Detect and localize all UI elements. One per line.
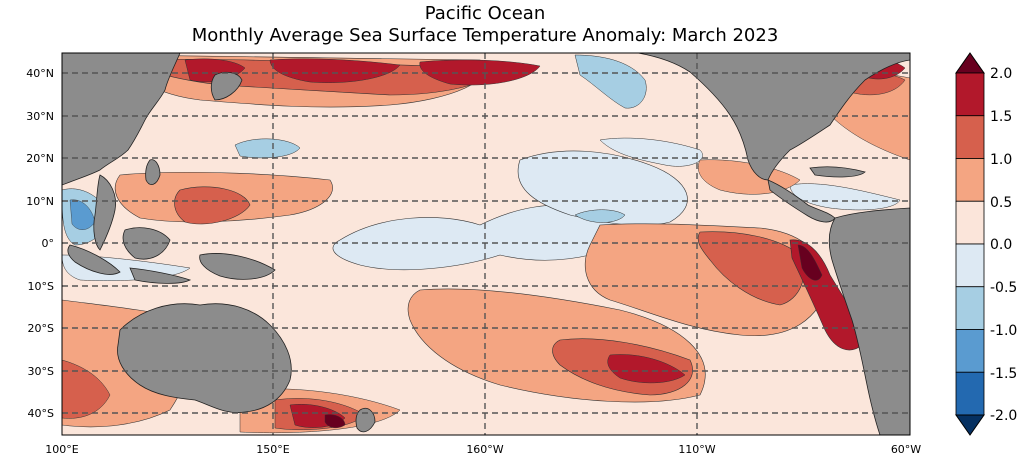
lat-label: 0° [42, 237, 55, 250]
longitude-labels: 100°E 150°E 160°W 110°W 60°W [45, 443, 921, 456]
lat-label: 40°S [28, 407, 54, 420]
lat-label: 40°N [26, 67, 54, 80]
new-guinea-land [199, 253, 276, 280]
australia-land [117, 303, 292, 413]
colorbar-tick-label: 1.5 [990, 109, 1012, 125]
lat-label: 30°S [28, 365, 54, 378]
malay-peninsula-land [93, 174, 117, 251]
graticule [62, 53, 910, 435]
lon-label: 110°W [678, 443, 715, 456]
tasman-extreme-warm [324, 414, 346, 429]
lat-label: 10°S [28, 280, 54, 293]
south-america-land [828, 207, 910, 435]
kuroshio-strong-warm-b [419, 59, 541, 86]
central-cool-core [574, 209, 626, 223]
philippines-land [145, 159, 161, 185]
colorbar-cell [955, 200, 985, 245]
colorbar-cell [955, 286, 985, 330]
colorbar-tick-label: -0.5 [990, 280, 1017, 296]
lon-label: 150°E [256, 443, 289, 456]
colorbar-tick-label: 1.0 [990, 152, 1012, 168]
colorbar-cell [955, 329, 985, 373]
south-pacific-strong-warm [607, 354, 686, 384]
map-subtitle: Monthly Average Sea Surface Temperature … [191, 25, 779, 46]
colorbar-extend-low [955, 414, 985, 436]
lon-label: 60°W [891, 443, 921, 456]
colorbar-tick-label: 0.5 [990, 195, 1012, 211]
map-title: Pacific Ocean [424, 3, 546, 24]
colorbar-cells [955, 72, 985, 416]
lat-label: 20°S [28, 322, 54, 335]
colorbar: 2.0 1.5 1.0 0.5 0.0 -0.5 -1.0 -1.5 -2.0 [955, 52, 1017, 436]
colorbar-cell [955, 371, 985, 416]
map-frame [61, 52, 911, 436]
cuba-land [809, 166, 866, 178]
indian-ocean-warm-core [62, 359, 111, 419]
lat-label: 30°N [26, 110, 54, 123]
lat-label: 20°N [26, 152, 54, 165]
colorbar-tick-label: 0.0 [990, 237, 1012, 253]
colorbar-tick-label: -2.0 [990, 408, 1017, 424]
kuroshio-strong-warm-a [269, 58, 401, 83]
north-pacific-cool-patch [574, 54, 647, 109]
colorbar-cell [955, 115, 985, 159]
lon-label: 100°E [45, 443, 78, 456]
central-cool-patch [517, 150, 688, 226]
new-zealand-land [355, 407, 376, 433]
colorbar-cell [955, 72, 985, 117]
lon-label: 160°W [466, 443, 503, 456]
java-land [129, 267, 192, 284]
colorbar-extend-high [955, 52, 985, 74]
colorbar-tick-label: 2.0 [990, 66, 1012, 82]
west-pacific-warm-core [174, 186, 251, 225]
colorbar-cell [955, 243, 985, 288]
colorbar-tick-label: -1.5 [990, 366, 1017, 382]
latitude-labels: 40°N 30°N 20°N 10°N 0° 10°S 20°S 30°S 40… [26, 67, 54, 420]
peru-coast-extreme-warm [797, 244, 823, 281]
lat-label: 10°N [26, 195, 54, 208]
map-plot-area [62, 53, 910, 435]
asia-land [62, 53, 181, 186]
sumatra-land [67, 244, 121, 275]
colorbar-cell [955, 158, 985, 202]
japan-land [210, 71, 243, 101]
colorbar-tick-label: -1.0 [990, 323, 1017, 339]
